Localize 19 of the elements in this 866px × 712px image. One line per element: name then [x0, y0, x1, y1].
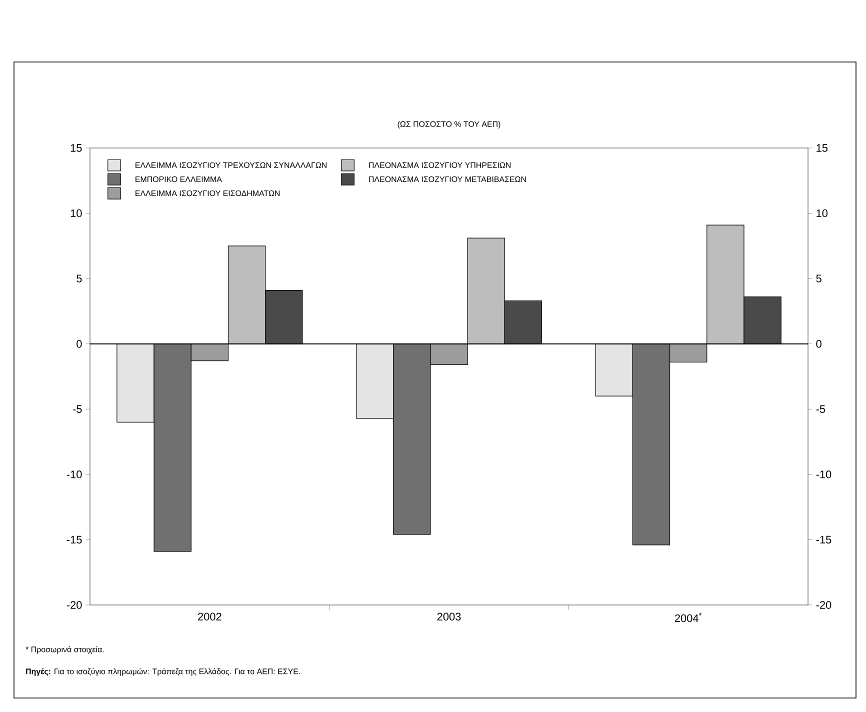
y2-tick-label: -20	[816, 601, 832, 609]
y2-tick-label: 0	[816, 340, 822, 348]
y-tick-label: -15	[66, 536, 82, 544]
y-tick-label: 0	[76, 340, 82, 348]
y-tick-label: -10	[66, 470, 82, 478]
y2-tick-label: -10	[816, 470, 832, 478]
y-tick-label: -20	[66, 601, 82, 609]
y-tick-label: -5	[72, 405, 82, 413]
y2-tick-label: 15	[816, 144, 828, 152]
y2-tick-label: -15	[816, 536, 832, 544]
y2-tick-label: -5	[816, 405, 826, 413]
x-tick-label: 2002	[198, 612, 222, 621]
y2-tick-label: 10	[816, 209, 828, 218]
y-tick-label: 5	[76, 274, 82, 282]
x-tick-label: 2003	[437, 612, 461, 621]
y-tick-label: 10	[70, 209, 82, 218]
y-tick-label: 15	[70, 144, 82, 152]
x-tick-label: 2004$^{*}$	[674, 612, 702, 622]
y2-tick-label: 5	[816, 274, 822, 282]
